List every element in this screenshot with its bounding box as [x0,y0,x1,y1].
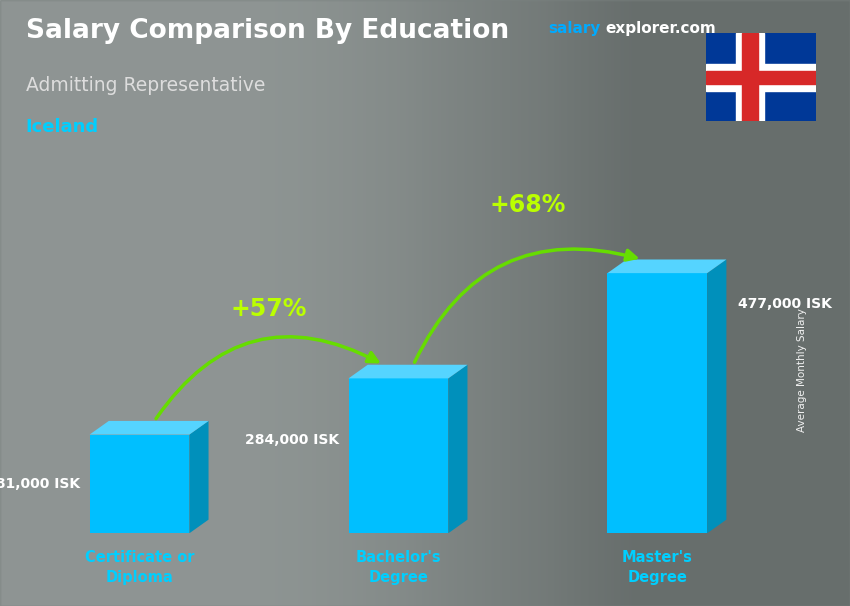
Bar [89,435,190,533]
Text: 477,000 ISK: 477,000 ISK [738,298,832,311]
Text: Admitting Representative: Admitting Representative [26,76,265,95]
Bar [608,273,707,533]
Text: Iceland: Iceland [26,118,99,136]
Text: explorer.com: explorer.com [605,21,716,36]
Polygon shape [348,365,468,378]
Polygon shape [89,421,208,435]
Text: Average Monthly Salary: Average Monthly Salary [797,308,807,431]
Text: 181,000 ISK: 181,000 ISK [0,477,80,491]
Text: 284,000 ISK: 284,000 ISK [245,433,339,447]
Bar [742,33,757,121]
FancyArrowPatch shape [415,249,636,362]
Text: Salary Comparison By Education: Salary Comparison By Education [26,18,508,44]
Polygon shape [448,365,468,533]
FancyArrowPatch shape [156,337,377,419]
Bar [706,70,816,84]
Polygon shape [608,259,727,273]
Bar [706,64,816,91]
Polygon shape [190,421,208,533]
Polygon shape [707,259,727,533]
Text: +68%: +68% [490,193,566,218]
Bar [348,378,448,533]
Text: +57%: +57% [230,297,307,321]
Bar [736,33,764,121]
Text: salary: salary [548,21,601,36]
